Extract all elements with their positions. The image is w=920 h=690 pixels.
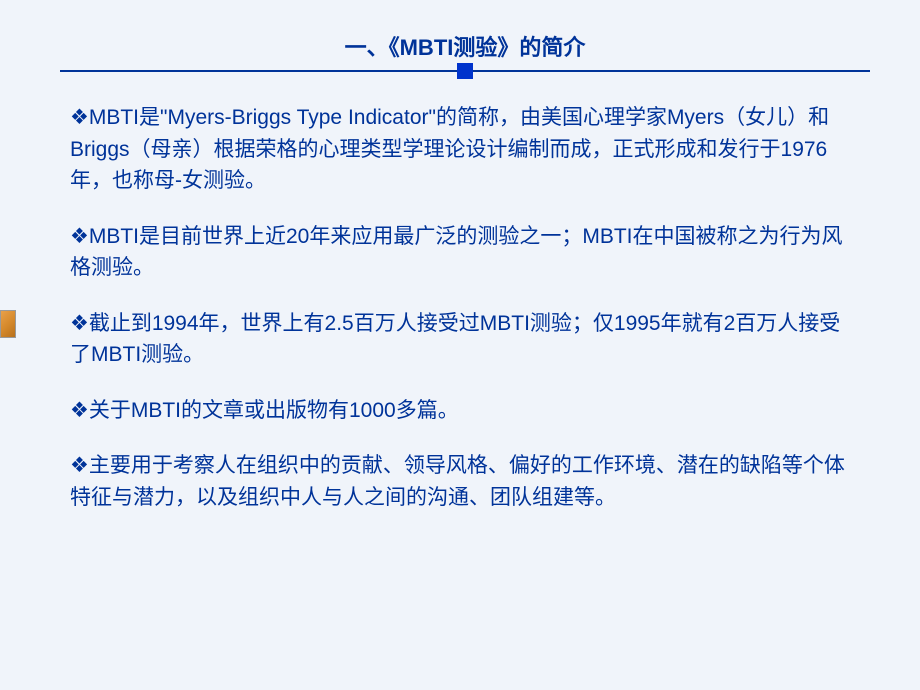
side-decoration-icon	[0, 310, 16, 338]
bullet-item: ❖关于MBTI的文章或出版物有1000多篇。	[70, 395, 860, 427]
title-wrapper: 一、《MBTI测验》的简介	[60, 30, 870, 62]
slide-container: 一、《MBTI测验》的简介 ❖MBTI是"Myers-Briggs Type I…	[0, 0, 920, 690]
bullet-item: ❖MBTI是目前世界上近20年来应用最广泛的测验之一；MBTI在中国被称之为行为…	[70, 221, 860, 284]
bullet-item: ❖MBTI是"Myers-Briggs Type Indicator"的简称，由…	[70, 102, 860, 197]
bullet-marker-icon: ❖	[70, 106, 89, 129]
divider-square	[457, 63, 473, 79]
slide-title: 一、《MBTI测验》的简介	[345, 30, 586, 62]
bullet-text: 关于MBTI的文章或出版物有1000多篇。	[89, 399, 459, 422]
bullet-marker-icon: ❖	[70, 312, 89, 335]
bullet-text: MBTI是目前世界上近20年来应用最广泛的测验之一；MBTI在中国被称之为行为风…	[70, 225, 843, 280]
bullet-marker-icon: ❖	[70, 225, 89, 248]
bullet-item: ❖截止到1994年，世界上有2.5百万人接受过MBTI测验；仅1995年就有2百…	[70, 308, 860, 371]
bullet-marker-icon: ❖	[70, 399, 89, 422]
bullet-item: ❖主要用于考察人在组织中的贡献、领导风格、偏好的工作环境、潜在的缺陷等个体特征与…	[70, 450, 860, 513]
title-divider	[60, 70, 870, 72]
bullet-text: 截止到1994年，世界上有2.5百万人接受过MBTI测验；仅1995年就有2百万…	[70, 312, 840, 367]
bullet-text: 主要用于考察人在组织中的贡献、领导风格、偏好的工作环境、潜在的缺陷等个体特征与潜…	[70, 454, 845, 509]
bullet-text: MBTI是"Myers-Briggs Type Indicator"的简称，由美…	[70, 106, 829, 192]
bullet-marker-icon: ❖	[70, 454, 89, 477]
content-area: ❖MBTI是"Myers-Briggs Type Indicator"的简称，由…	[60, 102, 870, 513]
